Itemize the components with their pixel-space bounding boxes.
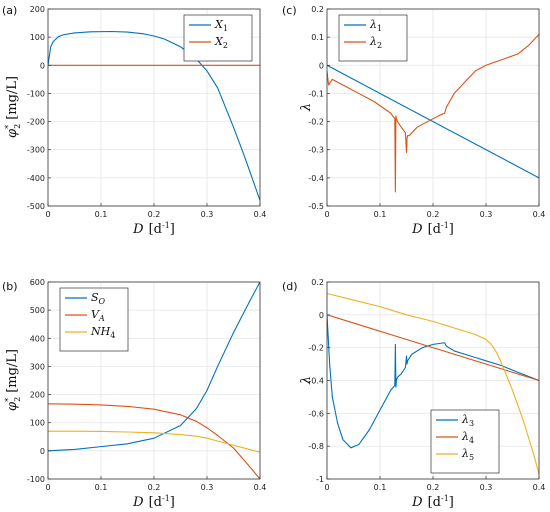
- x-tick-label: 0.2: [148, 210, 161, 219]
- y-tick-label: -400: [27, 174, 45, 183]
- y-tick-label: 100: [30, 419, 45, 428]
- y-axis-label: λ: [299, 103, 314, 112]
- legend-label: λ1: [369, 18, 382, 33]
- panel-label: (c): [282, 4, 297, 17]
- series-line-λ3: [327, 314, 539, 449]
- x-tick-label: 0: [324, 483, 329, 492]
- x-axis-label: D [d-1]: [411, 221, 454, 237]
- y-tick-label: -300: [27, 146, 45, 155]
- legend-label: NH4: [90, 325, 115, 340]
- series-line-NH4: [48, 430, 260, 453]
- x-axis-label: D [d-1]: [411, 494, 454, 510]
- y-tick-label: -0.4: [308, 377, 324, 386]
- y-tick-label: 500: [30, 306, 45, 315]
- y-tick-label: 0.2: [311, 5, 324, 14]
- chart-panel-b: 0 0.1 0.2 0.3 0.4-1000100200300400500600(b)D…: [2, 278, 266, 510]
- y-tick-label: -0.2: [308, 118, 324, 127]
- x-tick-label: 0.4: [254, 210, 267, 219]
- y-tick-label: -0.8: [308, 442, 324, 451]
- y-axis-label: φ*2[mg/L]: [4, 76, 22, 138]
- y-tick-label: 100: [30, 33, 45, 42]
- series-line-VA: [48, 403, 260, 479]
- x-tick-label: 0: [45, 210, 50, 219]
- y-tick-label: 0: [319, 61, 324, 70]
- legend-label: X2: [214, 35, 228, 50]
- legend-label: X1: [214, 18, 228, 33]
- y-tick-label: -0.6: [308, 409, 324, 418]
- y-tick-label: 0.1: [311, 33, 324, 42]
- x-tick-label: 0.3: [201, 483, 214, 492]
- panel-label: (a): [2, 4, 17, 17]
- x-tick-label: 0.1: [95, 210, 108, 219]
- series-line-X1: [48, 30, 260, 201]
- y-axis-label: λ: [299, 376, 314, 385]
- y-tick-label: 0: [319, 311, 324, 320]
- y-tick-label: 0: [40, 447, 45, 456]
- x-tick-label: 0.2: [148, 483, 161, 492]
- y-tick-label: 0: [40, 61, 45, 70]
- panel-label: (b): [2, 280, 18, 293]
- x-tick-label: 0.1: [374, 483, 387, 492]
- y-tick-label: -0.4: [308, 174, 324, 183]
- chart-panel-d: 0 0.1 0.2 0.3 0.4 -1 -0.8 -0.6 -0.4 -0.2 0 0.2 (d) D[…: [282, 278, 545, 510]
- x-tick-label: 0.2: [427, 210, 440, 219]
- legend-label: λ5: [461, 447, 474, 462]
- chart-panel-a: 0 0.1 0.2 0.3 0.4 -500 -400 -300 -200 -100 0 100 200…: [2, 4, 266, 237]
- y-tick-label: 600: [30, 278, 45, 287]
- y-tick-label: 400: [30, 334, 45, 343]
- x-tick-label: 0.4: [254, 483, 267, 492]
- y-tick-label: -0.3: [308, 146, 324, 155]
- legend-label: λ2: [369, 35, 382, 50]
- x-tick-label: 0.3: [480, 483, 493, 492]
- x-tick-label: 0.1: [95, 483, 108, 492]
- y-tick-label: 300: [30, 362, 45, 371]
- legend-box: [338, 14, 408, 62]
- y-tick-label: -0.1: [308, 89, 324, 98]
- x-tick-label: 0.4: [533, 483, 546, 492]
- series-line-SO: [48, 282, 260, 452]
- x-tick-label: 0.1: [374, 210, 387, 219]
- legend: SO VA NH4: [59, 287, 129, 352]
- x-tick-label: 0.2: [427, 483, 440, 492]
- y-tick-label: -1: [316, 475, 324, 484]
- y-tick-label: -0.5: [308, 202, 324, 211]
- x-tick-label: 0.4: [533, 210, 546, 219]
- legend-label: λ4: [461, 430, 474, 445]
- y-tick-label: -200: [27, 118, 45, 127]
- y-tick-label: 0.2: [311, 278, 324, 287]
- x-tick-label: 0: [45, 483, 50, 492]
- x-axis-label: D [d-1]: [132, 494, 175, 510]
- legend-label: SO: [91, 291, 106, 306]
- y-axis-label: φ*2[mg/L]: [4, 349, 22, 411]
- series-line-λ2: [327, 33, 539, 193]
- chart-panel-c: 0 0.1 0.2 0.3 0.4 -0.5 -0.4 -0.3 -0.2 -0.1 0 0.1 0.2…: [282, 4, 545, 237]
- legend-label: λ3: [461, 413, 474, 428]
- y-tick-label: -100: [27, 89, 45, 98]
- y-tick-label: -0.2: [308, 344, 324, 353]
- legend: λ3 λ4 λ5: [430, 409, 500, 474]
- x-tick-label: 0.3: [201, 210, 214, 219]
- x-tick-label: 0: [324, 210, 329, 219]
- panel-label: (d): [282, 280, 298, 293]
- series-line-λ1: [327, 64, 539, 179]
- y-tick-label: -500: [27, 202, 45, 211]
- x-axis-label: D [d-1]: [132, 221, 175, 237]
- legend-box: [183, 14, 253, 62]
- y-tick-label: -100: [27, 475, 45, 484]
- x-tick-label: 0.3: [480, 210, 493, 219]
- y-tick-label: 200: [30, 391, 45, 400]
- series-line-λ5: [327, 292, 539, 475]
- y-tick-label: 200: [30, 5, 45, 14]
- legend-label: VA: [91, 308, 105, 323]
